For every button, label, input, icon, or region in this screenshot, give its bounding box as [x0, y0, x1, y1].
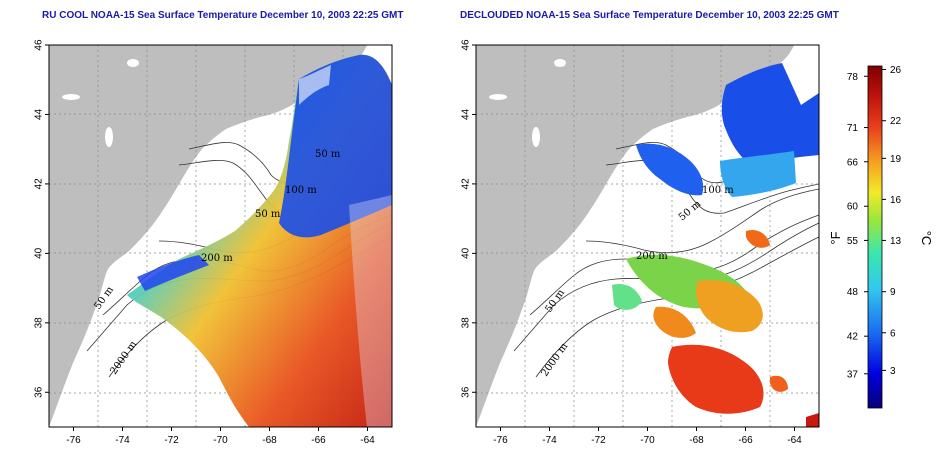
right-lon-tick-label: -66 — [738, 435, 753, 446]
fahrenheit-tick-label: 66 — [847, 157, 859, 168]
right-lat-tick-label: 40 — [461, 247, 472, 259]
fahrenheit-label: °F — [828, 231, 843, 244]
celsius-tick-label: 9 — [890, 287, 896, 298]
left-lat-tick-label: 46 — [34, 39, 45, 51]
contour-label-100m-r: 100 m — [702, 185, 734, 196]
celsius-tick-label: 19 — [890, 154, 902, 165]
left-map-panel: 50 m 100 m 50 m 200 m 50 m 2000 m — [48, 44, 393, 428]
contour-label-200m-r: 200 m — [636, 251, 668, 262]
contour-label-200m: 200 m — [201, 253, 233, 264]
colorbar-gradient — [867, 65, 883, 409]
right-lat-tick-label: 44 — [461, 108, 472, 120]
left-lon-tick-label: -74 — [115, 435, 130, 446]
left-lat-tick-label: 38 — [34, 317, 45, 329]
contour-label-100m: 100 m — [285, 185, 317, 196]
celsius-label: °C — [919, 231, 934, 246]
colorbar: 78 71 66 60 55 48 42 37 26 22 19 16 13 9 6 3 °F °C — [828, 65, 934, 409]
right-lon-tick-label: -74 — [542, 435, 557, 446]
left-lat-tick-label: 36 — [34, 386, 45, 398]
contour-label-50m-mid: 50 m — [255, 209, 281, 220]
left-lon-tick-label: -68 — [262, 435, 277, 446]
right-map-panel: 100 m 50 m 200 m 50 m 2000 m — [475, 44, 820, 428]
fahrenheit-tick-label: 60 — [847, 202, 859, 213]
left-lon-tick-label: -70 — [213, 435, 228, 446]
right-lat-tick-label: 38 — [461, 317, 472, 329]
celsius-tick-label: 13 — [890, 236, 902, 247]
celsius-tick-label: 6 — [890, 328, 896, 339]
left-lon-tick-label: -72 — [164, 435, 179, 446]
celsius-tick-label: 26 — [890, 65, 902, 76]
right-lon-tick-label: -70 — [640, 435, 655, 446]
fahrenheit-tick-label: 71 — [847, 123, 859, 134]
sst-declouded-field — [612, 63, 819, 427]
right-lat-tick-label: 36 — [461, 386, 472, 398]
fahrenheit-tick-label: 78 — [847, 72, 859, 83]
left-lon-tick-label: -66 — [311, 435, 326, 446]
left-lat-tick-label: 42 — [34, 178, 45, 190]
right-lon-tick-label: -72 — [591, 435, 606, 446]
right-map-title: DECLOUDED NOAA-15 Sea Surface Temperatur… — [460, 10, 839, 21]
right-map-axes: -76 -74 -72 -70 -68 -66 -64 36 38 40 42 44 46 — [461, 39, 803, 446]
fahrenheit-tick-label: 42 — [847, 332, 859, 343]
celsius-tick-label: 22 — [890, 116, 902, 127]
right-lat-tick-label: 42 — [461, 178, 472, 190]
right-lon-tick-label: -68 — [689, 435, 704, 446]
right-lon-tick-label: -64 — [787, 435, 802, 446]
left-lat-tick-label: 44 — [34, 108, 45, 120]
left-map-title: RU COOL NOAA-15 Sea Surface Temperature … — [42, 10, 404, 21]
fahrenheit-tick-label: 55 — [847, 236, 859, 247]
left-lon-tick-label: -76 — [66, 435, 81, 446]
left-lon-tick-label: -64 — [360, 435, 375, 446]
contour-label-50m-north: 50 m — [315, 149, 341, 160]
left-map-axes: -76 -74 -72 -70 -68 -66 -64 36 38 40 42 44 46 — [34, 39, 376, 446]
fahrenheit-tick-label: 37 — [847, 369, 859, 380]
right-lon-tick-label: -76 — [493, 435, 508, 446]
celsius-tick-label: 3 — [890, 366, 896, 377]
right-lat-tick-label: 46 — [461, 39, 472, 51]
celsius-tick-label: 16 — [890, 195, 902, 206]
gulf-of-maine-cold-water — [279, 54, 392, 238]
fahrenheit-tick-label: 48 — [847, 287, 859, 298]
left-lat-tick-label: 40 — [34, 247, 45, 259]
